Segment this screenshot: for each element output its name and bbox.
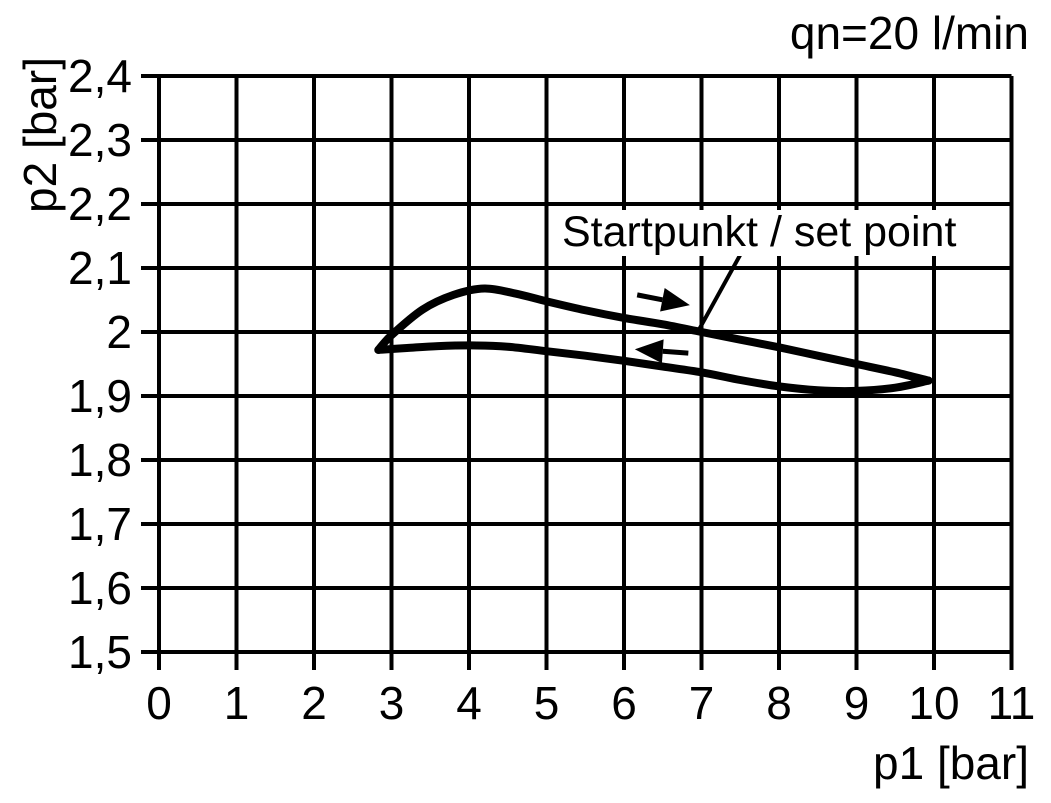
forward-direction-arrow-head [660,287,690,312]
x-axis-title: p1 [bar] [873,737,1029,789]
y-tick-label: 2,2 [68,178,132,230]
forward-direction-arrow-shaft [636,292,663,303]
y-tick-label: 1,7 [68,498,132,550]
y-tick-label: 2,3 [68,114,132,166]
x-tick-label: 0 [146,677,172,729]
x-tick-label: 1 [224,677,250,729]
return-direction-arrow-shaft [662,348,689,356]
x-tick-label: 5 [534,677,560,729]
x-tick-label: 9 [844,677,870,729]
x-tick-label: 6 [611,677,637,729]
return-direction-arrow-head [634,339,664,364]
y-tick-label: 2,1 [68,242,132,294]
x-tick-label: 11 [988,677,1036,729]
x-tick-label: 7 [689,677,715,729]
curve-forward [374,284,933,385]
y-tick-label: 1,5 [68,626,132,678]
x-tick-label: 8 [766,677,792,729]
y-tick-label: 1,8 [68,434,132,486]
curve-return [374,341,933,396]
corner-flow-label: qn=20 l/min [789,7,1029,59]
x-tick-label: 4 [456,677,482,729]
annotation-leader-line [696,251,744,332]
y-axis-title: p2 [bar] [14,57,66,213]
y-tick-label: 1,6 [68,562,132,614]
x-tick-label: 2 [301,677,327,729]
y-tick-label: 2 [106,306,132,358]
y-tick-label: 2,4 [68,50,132,102]
x-tick-label: 3 [379,677,405,729]
y-tick-label: 1,9 [68,370,132,422]
x-tick-label: 10 [908,677,959,729]
annotation-text: Startpunkt / set point [556,210,962,256]
